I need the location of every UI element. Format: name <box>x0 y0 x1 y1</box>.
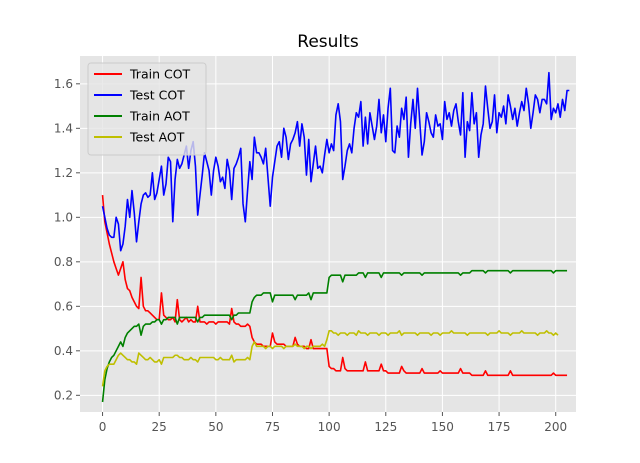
series-line-train-aot <box>101 269 568 403</box>
y-tick-label: 0.4 <box>54 344 73 358</box>
legend-label-test-cot: Test COT <box>129 88 185 103</box>
series-line-test-aot <box>101 329 559 387</box>
legend: Train COT Test COT Train AOT Test AOT <box>87 62 207 156</box>
legend-label-train-cot: Train COT <box>129 67 191 82</box>
y-tick-label: 0.2 <box>54 388 73 402</box>
series-lines <box>101 71 570 403</box>
y-axis-ticks: 0.2 0.4 0.6 0.8 1.0 1.2 1.4 1.6 <box>54 77 80 402</box>
series-line-train-cot <box>101 194 568 377</box>
x-tick-label: 50 <box>208 420 223 434</box>
x-tick-label: 75 <box>265 420 280 434</box>
y-tick-label: 0.6 <box>54 299 73 313</box>
y-tick-label: 1.6 <box>54 77 73 91</box>
legend-box <box>87 62 207 156</box>
x-tick-label: 125 <box>374 420 397 434</box>
x-tick-label: 150 <box>431 420 454 434</box>
x-axis-ticks: 0 25 50 75 100 125 150 175 200 <box>99 412 567 434</box>
legend-label-test-aot: Test AOT <box>129 130 185 145</box>
y-tick-label: 1.4 <box>54 121 73 135</box>
x-tick-label: 0 <box>99 420 107 434</box>
x-tick-label: 100 <box>318 420 341 434</box>
x-tick-label: 25 <box>152 420 167 434</box>
series-line-test-cot <box>101 71 570 252</box>
grid <box>80 56 576 412</box>
y-tick-label: 1.0 <box>54 210 73 224</box>
y-tick-label: 1.2 <box>54 166 73 180</box>
y-tick-label: 0.8 <box>54 255 73 269</box>
legend-label-train-aot: Train AOT <box>129 109 190 124</box>
x-tick-label: 175 <box>488 420 511 434</box>
chart-title: Results <box>297 32 359 52</box>
x-tick-label: 200 <box>544 420 567 434</box>
